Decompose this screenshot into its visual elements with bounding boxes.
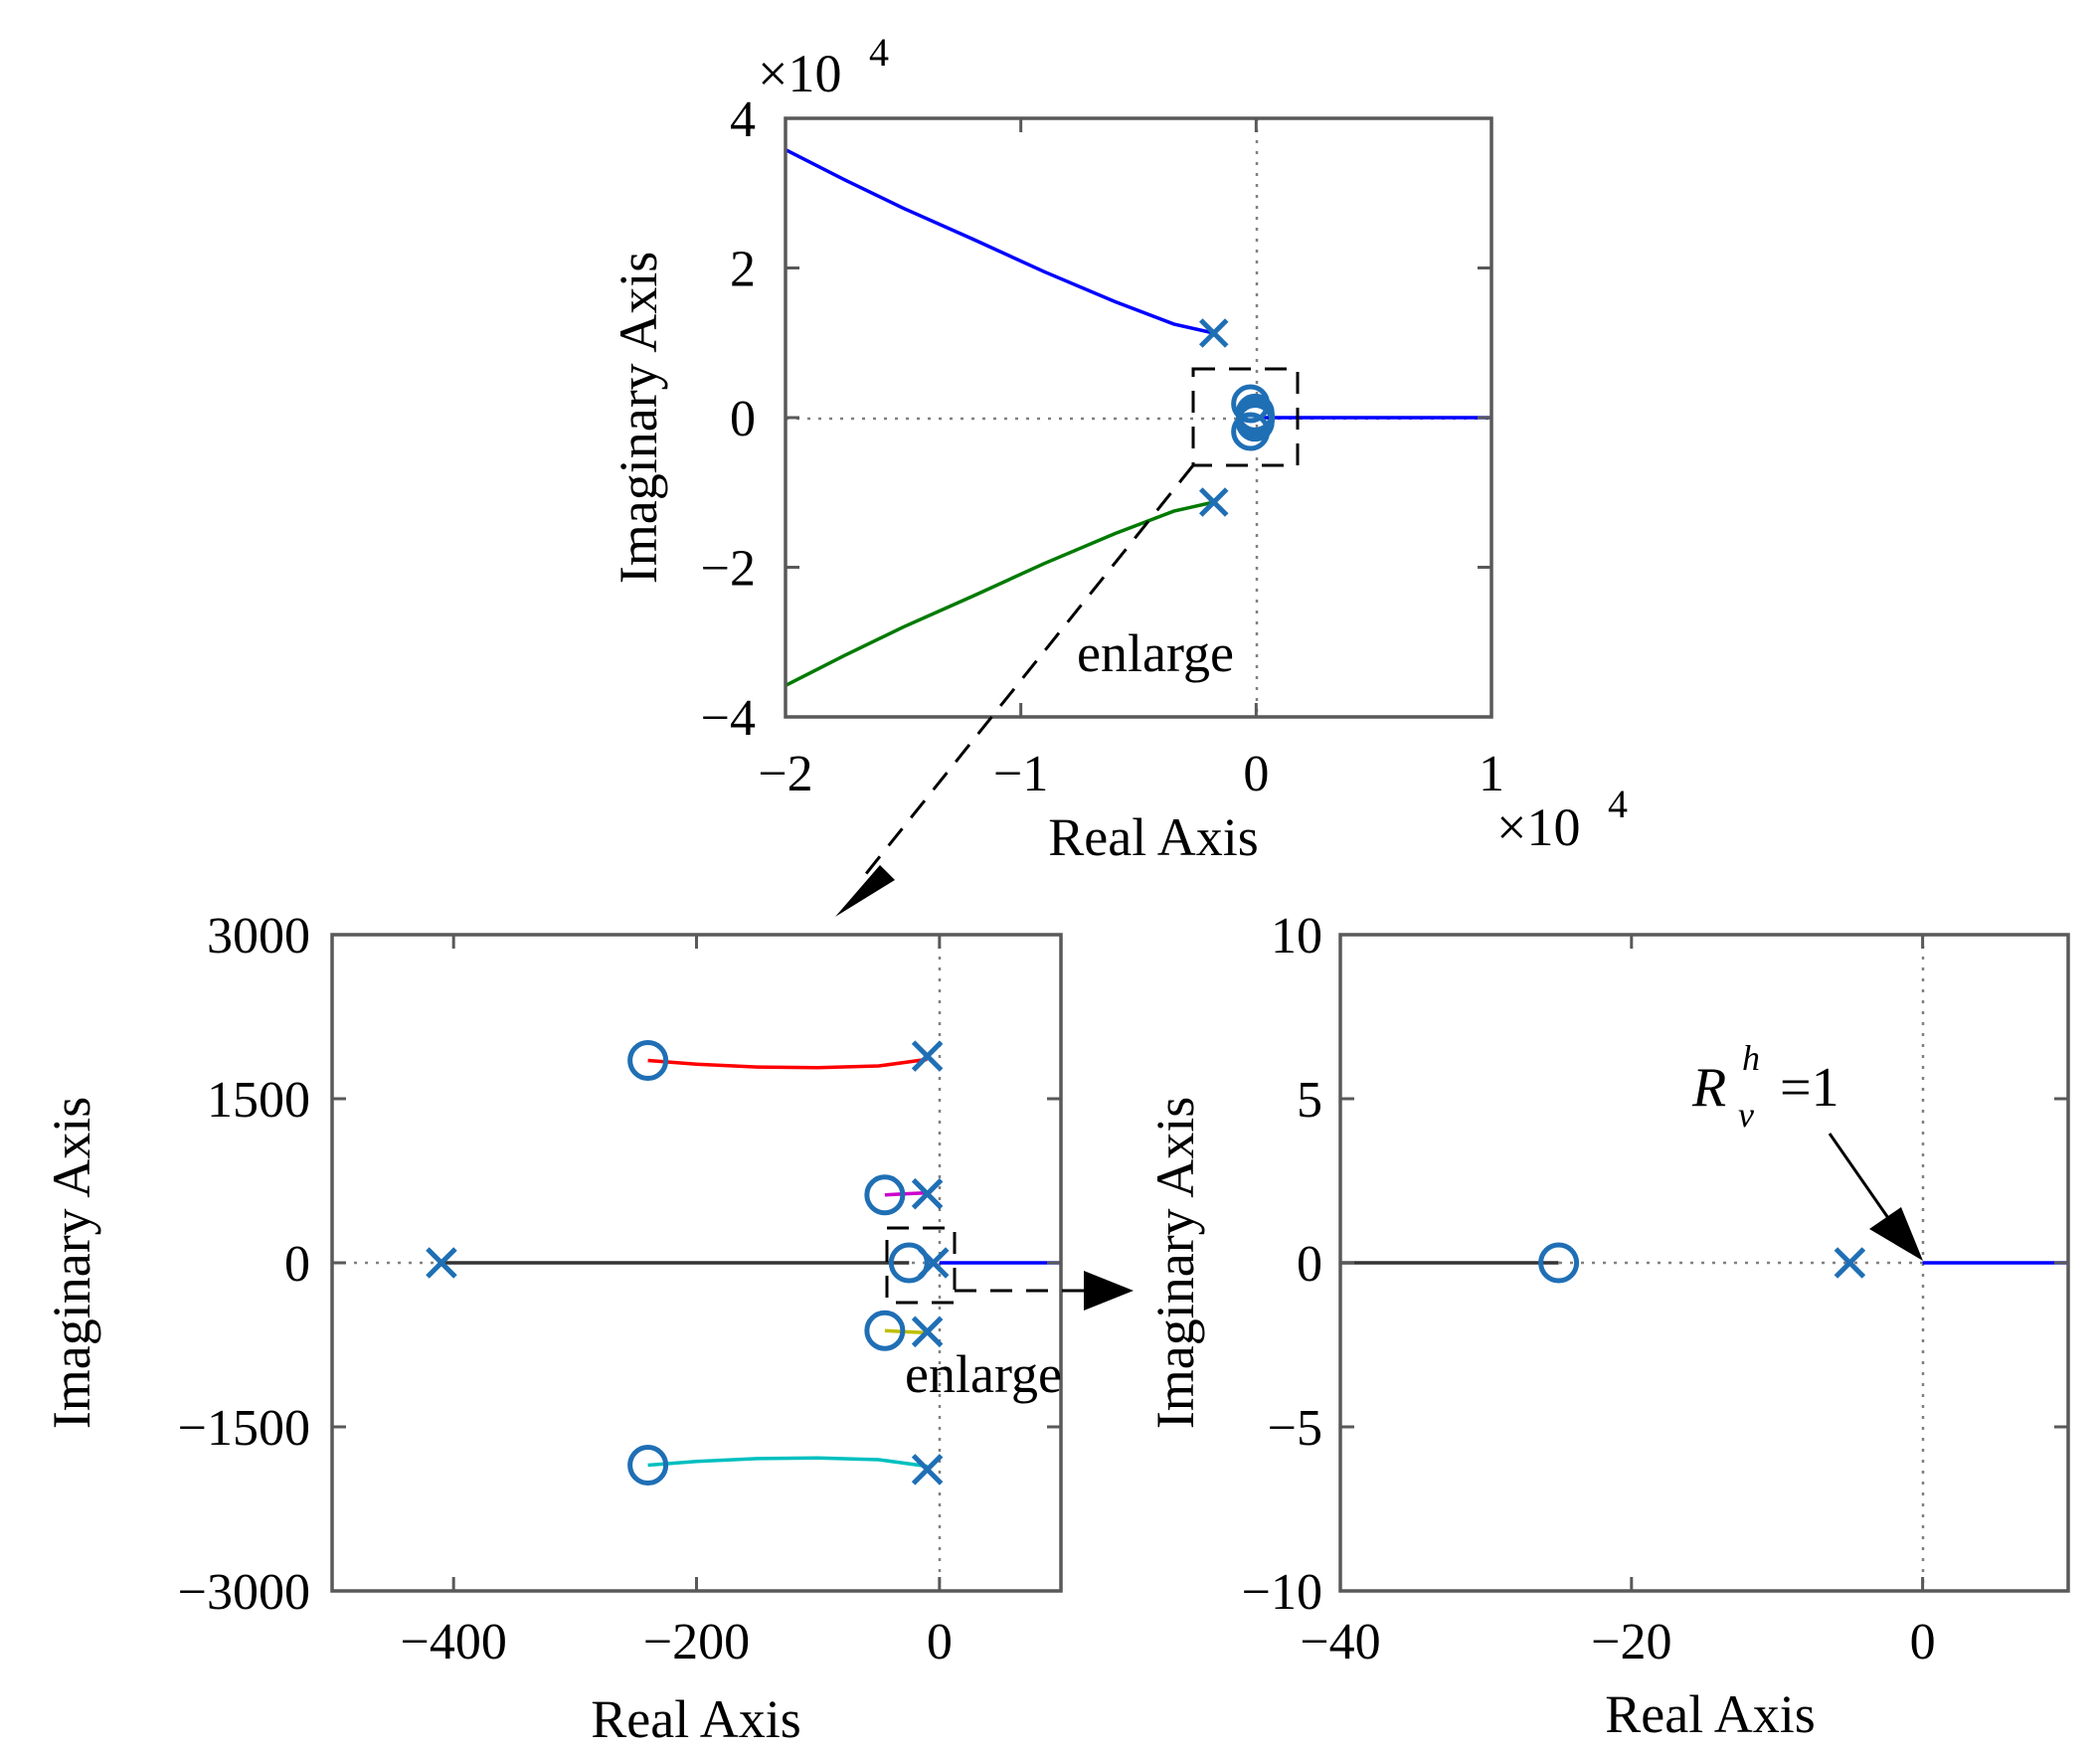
bl-x-axis-label: Real Axis (591, 1689, 801, 1749)
top-pole-marker (1198, 487, 1229, 517)
bl-ytick-label: −3000 (178, 1564, 310, 1621)
br-pole-marker (1834, 1247, 1866, 1279)
br-annotation-R: R (1691, 1057, 1726, 1119)
bl-ytick-label: 1500 (207, 1072, 310, 1129)
br-xtick-label: 0 (1910, 1614, 1936, 1670)
bl-pole-marker (911, 1040, 944, 1072)
br-ticks: −40 −20 0 −10 −5 0 5 10 (1242, 908, 2068, 1670)
bl-xtick-label: 0 (927, 1614, 953, 1670)
bl-enlarge-label: enlarge (905, 1344, 1062, 1404)
bl-locus-branch-red (647, 1057, 928, 1070)
bl-pole-marker (911, 1177, 944, 1210)
br-x-axis-label: Real Axis (1605, 1684, 1816, 1744)
top-zero-marker (1236, 398, 1276, 438)
top-y-axis-label: Imaginary Axis (609, 252, 668, 584)
top-locus-branch-blue (785, 148, 1215, 335)
top-ytick-label: −2 (701, 541, 756, 598)
bl-curves (426, 1040, 1061, 1486)
top-pole-marker (1198, 318, 1229, 348)
bl-ytick-label: 3000 (207, 908, 310, 965)
annotation-pointer-head (1869, 1207, 1923, 1261)
top-x-multiplier-base: ×10 (1496, 797, 1580, 857)
bottom-right-plot: −40 −20 0 −10 −5 0 5 10 Real Axis Imaginary Axi… (1145, 908, 2070, 1744)
bl-pole-marker (911, 1316, 944, 1348)
br-xtick-label: −40 (1300, 1614, 1380, 1670)
bl-zoom-box (885, 1226, 957, 1305)
top-x-axis-label: Real Axis (1048, 807, 1259, 867)
top-y-multiplier-base: ×10 (758, 44, 841, 103)
bl-pole-marker (911, 1454, 944, 1486)
br-ytick-label: 5 (1297, 1072, 1322, 1129)
br-gain-annotation: R v h =1 (1691, 1038, 1839, 1135)
br-zero-marker (1538, 1242, 1580, 1284)
bl-xtick-label: −400 (401, 1614, 507, 1670)
arrow-top-to-bl-head (835, 865, 895, 917)
br-xtick-label: −20 (1591, 1614, 1671, 1670)
br-curves (1340, 1242, 2068, 1284)
bl-zero-marker (888, 1242, 930, 1284)
arrow-bl-to-br-head (1084, 1271, 1134, 1311)
br-ytick-label: 0 (1297, 1236, 1322, 1293)
top-xtick-label: −1 (993, 746, 1048, 802)
bl-locus-branch-magenta (884, 1190, 928, 1197)
top-y-multiplier-exp: 4 (869, 30, 889, 75)
top-x-multiplier: ×10 4 (1496, 782, 1628, 857)
top-curves (785, 148, 1491, 687)
br-ytick-label: −5 (1268, 1400, 1322, 1457)
bl-xtick-label: −200 (643, 1614, 750, 1670)
bl-ytick-label: −1500 (178, 1400, 310, 1457)
top-ytick-label: 4 (730, 91, 756, 148)
bottom-left-plot: −400 −200 0 −3000 −1500 0 1500 3000 Real Axis I… (42, 908, 1063, 1749)
br-ytick-label: −10 (1242, 1564, 1322, 1621)
top-ytick-label: −4 (701, 690, 756, 747)
top-xtick-label: −2 (758, 746, 812, 802)
bl-zero-marker (627, 1445, 669, 1486)
bl-zero-marker (627, 1040, 669, 1081)
top-locus-branch-green (785, 500, 1215, 687)
bl-locus-branch-cyan (647, 1456, 928, 1469)
bl-pole-marker (917, 1247, 950, 1279)
top-xtick-label: 0 (1243, 746, 1269, 802)
br-annotation-sub: v (1738, 1095, 1754, 1135)
top-y-multiplier: ×10 4 (758, 30, 889, 103)
top-x-multiplier-exp: 4 (1608, 782, 1628, 826)
bl-ticks: −400 −200 0 −3000 −1500 0 1500 3000 (178, 908, 1061, 1670)
top-xtick-label: 1 (1479, 746, 1504, 802)
bl-zero-marker (864, 1310, 906, 1351)
bl-locus-branch-yellow (884, 1328, 928, 1335)
br-y-axis-label: Imaginary Axis (1145, 1097, 1205, 1429)
br-annotation-eq: =1 (1780, 1057, 1839, 1119)
top-enlarge-label: enlarge (1077, 623, 1234, 683)
top-ytick-label: 2 (730, 242, 756, 298)
bl-zero-marker (864, 1174, 906, 1216)
bl-ytick-label: 0 (284, 1236, 310, 1293)
bl-y-axis-label: Imaginary Axis (42, 1097, 101, 1429)
arrow-top-to-bl-dashed (863, 464, 1195, 876)
bl-pole-marker (426, 1247, 457, 1279)
br-ytick-label: 10 (1271, 908, 1322, 965)
top-zoom-box (1191, 367, 1300, 467)
top-ytick-label: 0 (730, 391, 756, 447)
br-annotation-sup: h (1742, 1038, 1760, 1078)
